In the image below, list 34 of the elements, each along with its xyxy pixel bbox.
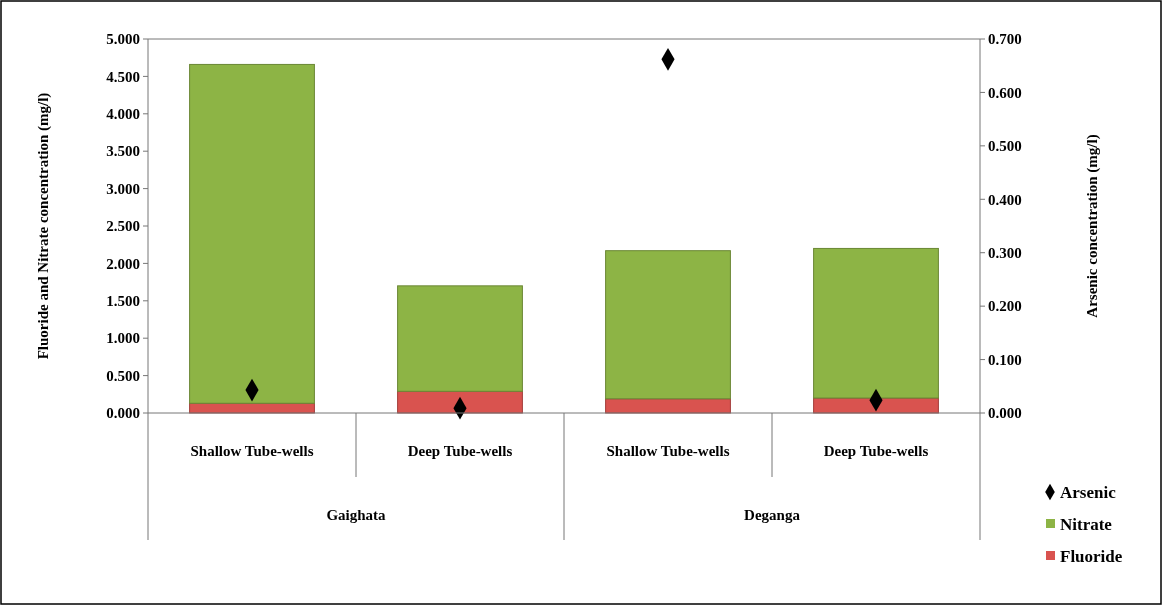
y-tick-label: 2.000 — [106, 255, 140, 272]
bar — [605, 250, 731, 400]
y-tick-label: 0.500 — [106, 367, 140, 384]
y2-tick-label: 0.400 — [988, 191, 1022, 208]
y-tick-label: 4.000 — [106, 106, 140, 123]
y-tick-label: 3.500 — [106, 143, 140, 160]
y-axis-title: Fluoride and Nitrate concentration (mg/l) — [35, 92, 52, 360]
y2-tick-label: 0.500 — [988, 138, 1022, 155]
x-tick-label: Shallow Tube-wells — [606, 443, 730, 459]
y-tick-label: 0.000 — [106, 405, 140, 422]
y-tick-label: 1.000 — [106, 330, 140, 347]
y2-tick-label: 0.100 — [988, 351, 1022, 368]
x-tick-label: Deep Tube-wells — [823, 443, 929, 459]
y2-axis-title: Arsenic concentration (mg/l) — [1084, 134, 1101, 318]
y2-tick-label: 0.000 — [988, 405, 1022, 422]
y2-tick-label: 0.700 — [988, 31, 1022, 48]
legend-label: Arsenic — [1060, 482, 1117, 502]
text: Deganga — [744, 507, 801, 523]
x-tick-label: Shallow Tube-wells — [190, 443, 314, 459]
y2-tick-label: 0.300 — [988, 244, 1022, 261]
y-tick-label: 3.000 — [106, 180, 140, 197]
legend-label: Fluoride — [1060, 546, 1123, 566]
legend-label: Nitrate — [1060, 514, 1113, 534]
bar — [189, 63, 315, 404]
bar — [397, 285, 523, 392]
y-tick-label: 5.000 — [106, 31, 140, 48]
x-tick-label: Deep Tube-wells — [407, 443, 513, 459]
y-tick-label: 1.500 — [106, 293, 140, 310]
y2-tick-label: 0.200 — [988, 298, 1022, 315]
y-tick-label: 2.500 — [106, 218, 140, 235]
y-tick-label: 4.500 — [106, 68, 140, 85]
y2-tick-label: 0.600 — [988, 84, 1022, 101]
bar — [813, 247, 939, 399]
text: Gaighata — [326, 507, 387, 523]
